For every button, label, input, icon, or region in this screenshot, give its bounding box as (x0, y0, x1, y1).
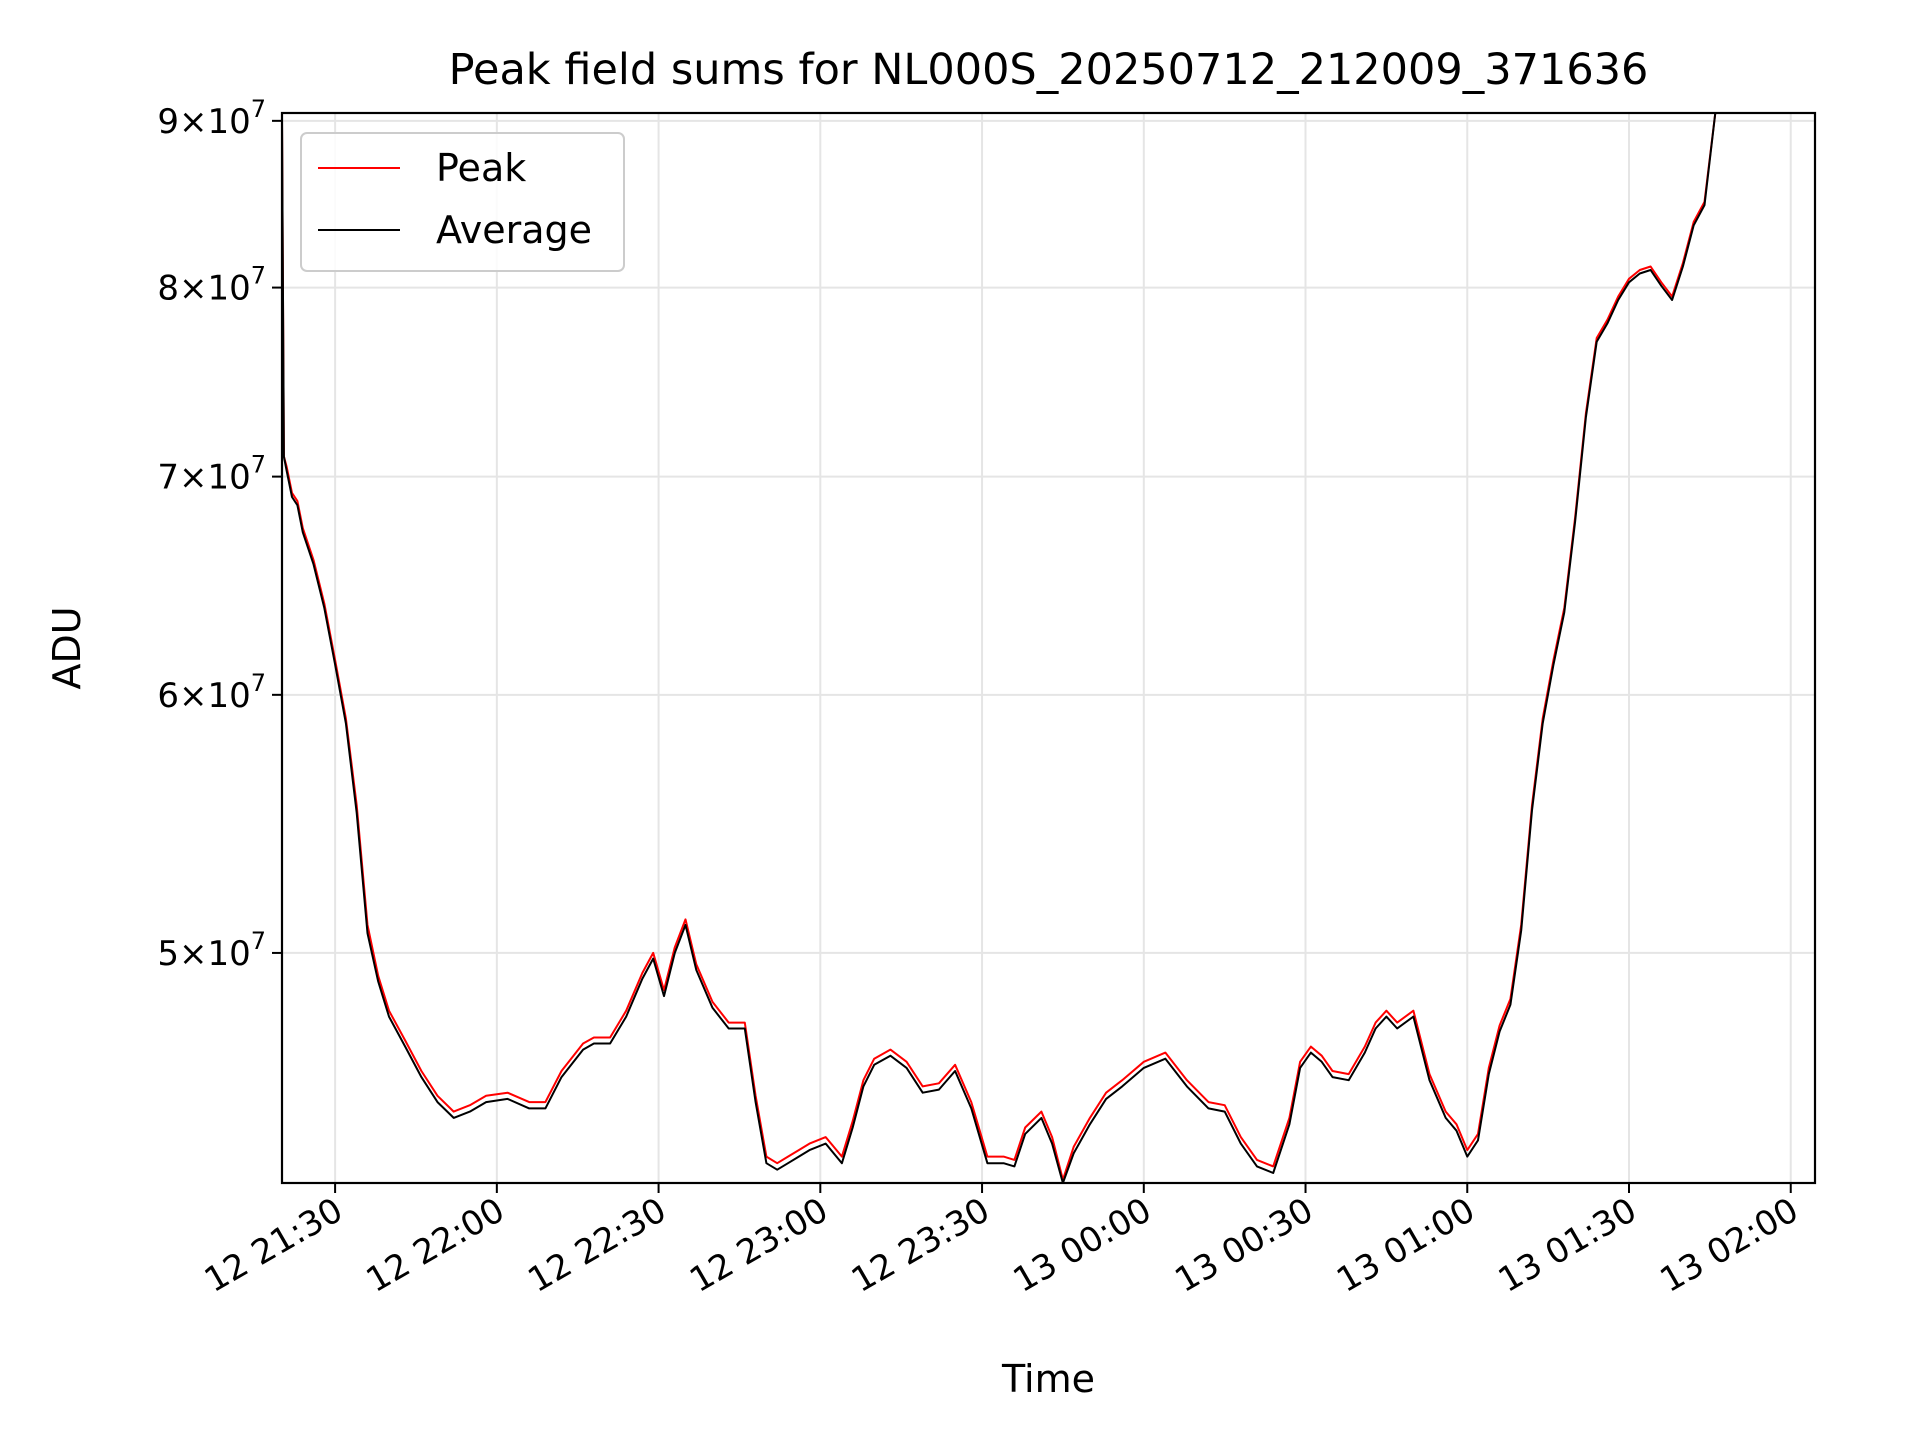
legend-label-peak: Peak (436, 146, 526, 190)
y-tick-label: 7×107 (157, 451, 266, 498)
series-line-average (282, 113, 1802, 1183)
x-axis-title: Time (1001, 1357, 1095, 1401)
plot-frame (280, 111, 1817, 1185)
legend-label-average: Average (436, 208, 592, 252)
chart-title: Peak field sums for NL000S_20250712_2120… (449, 45, 1649, 95)
y-tick-label: 6×107 (157, 669, 266, 716)
y-axis-title: ADU (45, 606, 89, 689)
series-layer (282, 113, 1802, 1183)
y-tick-label: 9×107 (157, 95, 266, 142)
y-ticks: 5×107 6×107 7×107 8×107 9×107 (157, 95, 282, 974)
y-tick-label: 5×107 (157, 927, 266, 974)
y-tick-label: 8×107 (157, 262, 266, 309)
gridlines (282, 113, 1815, 1183)
legend: Peak Average (300, 132, 625, 272)
